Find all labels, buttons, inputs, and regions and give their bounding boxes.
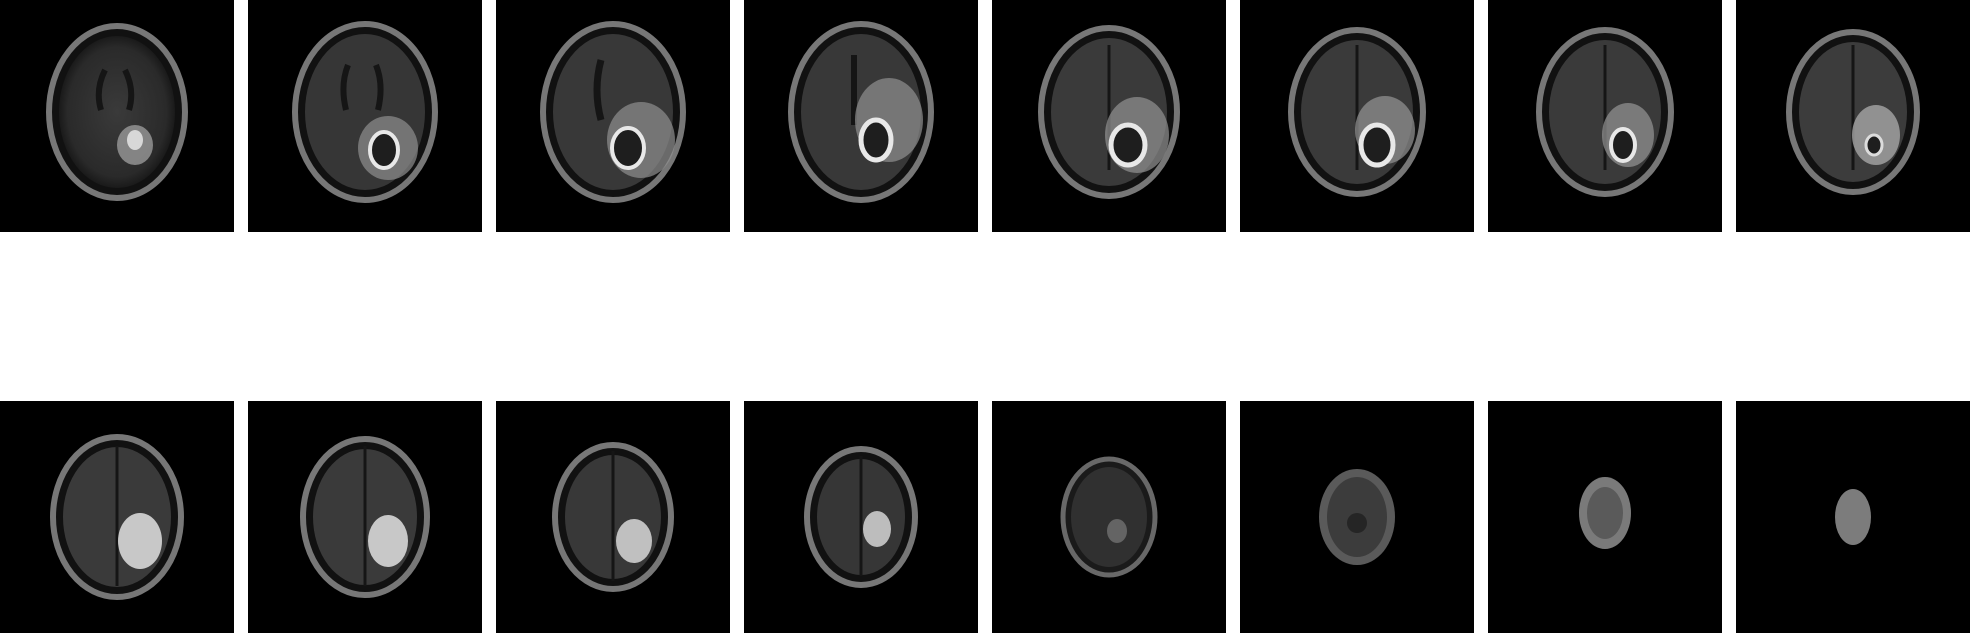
mri-slice-6 — [1240, 0, 1474, 232]
mri-slice-12 — [744, 401, 978, 633]
mri-slice-11 — [496, 401, 730, 633]
mri-slice-4 — [744, 0, 978, 232]
mri-slice-3 — [496, 0, 730, 232]
mri-slice-15 — [1488, 401, 1722, 633]
mri-slice-7 — [1488, 0, 1722, 232]
mri-slice-8 — [1736, 0, 1970, 232]
mri-slice-13 — [992, 401, 1226, 633]
mri-slice-9 — [0, 401, 234, 633]
mri-slice-5 — [992, 0, 1226, 232]
mri-slice-2 — [248, 0, 482, 232]
mri-slice-14 — [1240, 401, 1474, 633]
mri-slice-10 — [248, 401, 482, 633]
mri-slice-16 — [1736, 401, 1970, 633]
mri-slice-1 — [0, 0, 234, 232]
